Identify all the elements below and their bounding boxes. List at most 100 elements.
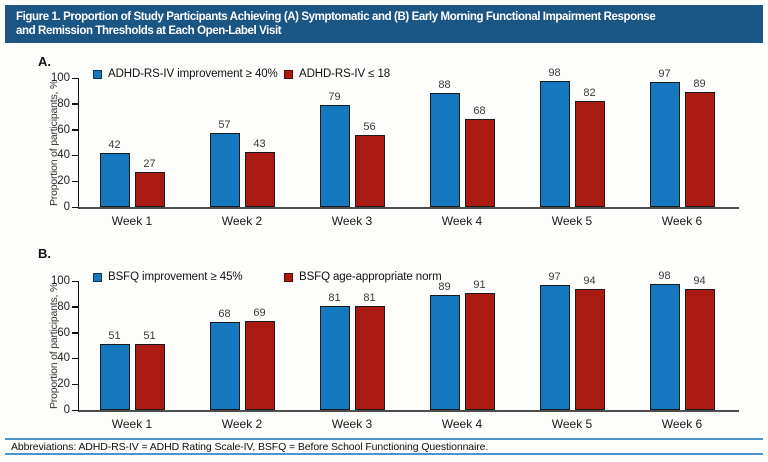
chart-a: Proportion of participants, % ADHD-RS-IV… — [48, 67, 739, 228]
bar-value-label: 43 — [253, 137, 266, 150]
bar — [429, 295, 460, 410]
bar-group: 98 94 — [647, 270, 717, 410]
x-tick-label: Week 4 — [441, 417, 483, 431]
bar — [354, 305, 385, 410]
bar — [684, 92, 715, 207]
bar — [319, 305, 350, 410]
y-tick-mark — [72, 357, 78, 360]
y-tick-label: 60 — [57, 326, 70, 339]
legend-label: ADHD-RS-IV ≤ 18 — [299, 68, 391, 80]
bar-value-label: 68 — [218, 308, 231, 321]
x-tick-label: Week 6 — [661, 417, 703, 431]
bar — [354, 134, 385, 207]
bar — [684, 288, 715, 410]
legend-item: BSFQ age-appropriate norm — [284, 271, 442, 283]
bar-slot: 27 — [134, 78, 165, 207]
bar-value-label: 94 — [693, 274, 706, 287]
bar-group: 98 82 — [537, 67, 607, 207]
bar-slot: 88 — [429, 78, 460, 207]
bar-slot: 97 — [649, 68, 680, 207]
bar-group: 89 91 — [427, 279, 497, 410]
bar-slot: 69 — [244, 281, 275, 410]
y-tick-mark — [72, 332, 78, 334]
bar-value-label: 82 — [583, 87, 596, 100]
x-tick-label: Week 5 — [551, 214, 593, 228]
bar-slot: 82 — [574, 78, 605, 207]
bar-slot: 43 — [244, 78, 275, 207]
chart-b-plot-area: BSFQ improvement ≥ 45% BSFQ age-appropri… — [51, 270, 739, 431]
bar-value-label: 81 — [363, 291, 376, 304]
bar — [134, 344, 165, 410]
bar-value-label: 79 — [328, 91, 341, 104]
x-tick-label: Week 4 — [441, 214, 483, 228]
abbreviations-text: Abbreviations: ADHD-RS-IV = ADHD Rating … — [11, 440, 489, 453]
bar-slot: 89 — [429, 281, 460, 410]
bar-slot: 98 — [649, 270, 680, 410]
legend-swatch-red-icon — [284, 272, 293, 282]
bar-value-label: 89 — [438, 281, 451, 294]
bar-slot: 97 — [539, 271, 570, 410]
x-tick-label: Week 6 — [661, 214, 703, 228]
legend-label: BSFQ age-appropriate norm — [299, 271, 442, 283]
bar-value-label: 97 — [548, 270, 561, 283]
y-tick-mark — [72, 103, 78, 105]
chart-b: Proportion of participants, % BSFQ impro… — [48, 270, 739, 431]
y-tick-label: 20 — [57, 378, 70, 391]
y-tick-label: 0 — [63, 404, 70, 416]
bar — [574, 101, 605, 207]
bar — [649, 81, 680, 207]
bar-value-label: 56 — [363, 120, 376, 133]
legend-label: ADHD-RS-IV improvement ≥ 40% — [108, 68, 278, 80]
y-tick-label: 40 — [57, 352, 70, 365]
y-tick-label: 60 — [57, 123, 70, 136]
legend-swatch-blue-icon — [93, 69, 102, 79]
y-tick-mark — [72, 154, 78, 157]
legend-swatch-red-icon — [284, 69, 293, 79]
x-tick-label: Week 1 — [111, 214, 153, 228]
bar-slot: 42 — [99, 78, 130, 207]
y-tick-mark — [72, 180, 78, 183]
bar-group: 79 56 — [317, 78, 387, 207]
bar — [244, 321, 275, 410]
y-tick-mark — [72, 280, 78, 282]
y-tick-label: 40 — [57, 149, 70, 162]
bar-group: 97 94 — [537, 271, 607, 410]
bar-slot: 81 — [319, 281, 350, 410]
bar-value-label: 91 — [473, 278, 486, 291]
bar-value-label: 98 — [548, 66, 561, 79]
bar — [99, 152, 130, 207]
panel-a-label: A. — [38, 54, 51, 69]
bar — [429, 93, 460, 207]
footer-bottom-rule — [5, 453, 763, 455]
chart-b-legend: BSFQ improvement ≥ 45% BSFQ age-appropri… — [79, 271, 739, 285]
bar-value-label: 97 — [658, 67, 671, 80]
bar-value-label: 89 — [693, 78, 706, 91]
bar — [209, 322, 240, 410]
y-tick-label: 100 — [50, 275, 70, 287]
bar — [464, 292, 495, 410]
bar-value-label: 68 — [473, 105, 486, 118]
bar-value-label: 94 — [583, 274, 596, 287]
bar — [574, 288, 605, 410]
x-tick-label: Week 3 — [331, 214, 373, 228]
x-tick-label: Week 1 — [111, 417, 153, 431]
bar-slot: 79 — [319, 78, 350, 207]
figure-title-bar: Figure 1. Proportion of Study Participan… — [5, 5, 763, 43]
bar-slot: 91 — [464, 279, 495, 410]
chart-a-legend: ADHD-RS-IV improvement ≥ 40% ADHD-RS-IV … — [79, 68, 739, 82]
bar-group: 81 81 — [317, 281, 387, 410]
bar-value-label: 42 — [108, 138, 121, 151]
bar-value-label: 69 — [253, 307, 266, 319]
bar-slot: 94 — [684, 275, 715, 410]
y-tick-label: 0 — [63, 201, 70, 213]
legend-item: ADHD-RS-IV improvement ≥ 40% — [93, 68, 278, 80]
bar-slot: 56 — [354, 78, 385, 207]
bar-value-label: 57 — [218, 119, 231, 132]
bar-slot: 51 — [99, 281, 130, 410]
bar-slot: 68 — [209, 281, 240, 410]
bar-value-label: 88 — [438, 79, 451, 92]
bar — [649, 283, 680, 410]
bar — [209, 133, 240, 207]
bar-group: 42 27 — [97, 78, 167, 207]
y-tick-mark — [72, 206, 78, 208]
